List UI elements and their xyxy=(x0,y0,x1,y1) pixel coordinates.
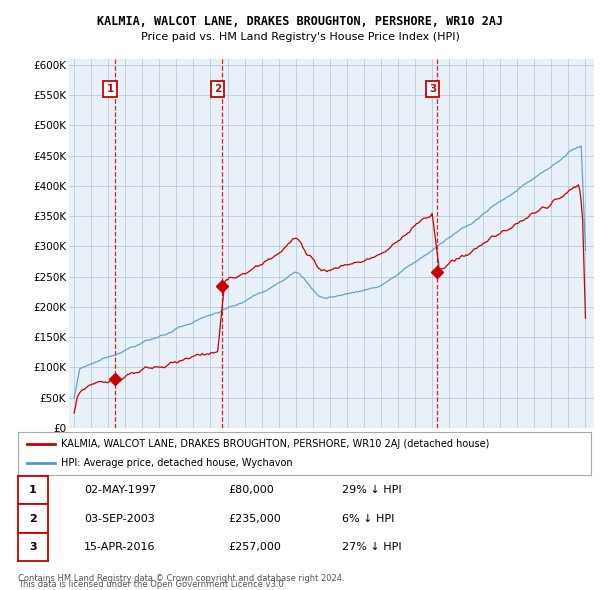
Text: 03-SEP-2003: 03-SEP-2003 xyxy=(84,514,155,523)
Text: 6% ↓ HPI: 6% ↓ HPI xyxy=(342,514,394,523)
Text: 2: 2 xyxy=(214,84,221,94)
Text: £257,000: £257,000 xyxy=(228,542,281,552)
Text: 3: 3 xyxy=(429,84,436,94)
Text: 15-APR-2016: 15-APR-2016 xyxy=(84,542,155,552)
Text: Price paid vs. HM Land Registry's House Price Index (HPI): Price paid vs. HM Land Registry's House … xyxy=(140,32,460,42)
Text: 29% ↓ HPI: 29% ↓ HPI xyxy=(342,486,401,495)
Text: 2: 2 xyxy=(29,514,37,523)
Text: 3: 3 xyxy=(29,542,37,552)
Text: £80,000: £80,000 xyxy=(228,486,274,495)
Text: 1: 1 xyxy=(107,84,114,94)
Text: KALMIA, WALCOT LANE, DRAKES BROUGHTON, PERSHORE, WR10 2AJ (detached house): KALMIA, WALCOT LANE, DRAKES BROUGHTON, P… xyxy=(61,439,490,449)
Text: KALMIA, WALCOT LANE, DRAKES BROUGHTON, PERSHORE, WR10 2AJ: KALMIA, WALCOT LANE, DRAKES BROUGHTON, P… xyxy=(97,15,503,28)
Text: £235,000: £235,000 xyxy=(228,514,281,523)
Text: 02-MAY-1997: 02-MAY-1997 xyxy=(84,486,156,495)
Text: HPI: Average price, detached house, Wychavon: HPI: Average price, detached house, Wych… xyxy=(61,458,293,468)
Text: 27% ↓ HPI: 27% ↓ HPI xyxy=(342,542,401,552)
Text: 1: 1 xyxy=(29,486,37,495)
Text: This data is licensed under the Open Government Licence v3.0.: This data is licensed under the Open Gov… xyxy=(18,581,286,589)
Text: Contains HM Land Registry data © Crown copyright and database right 2024.: Contains HM Land Registry data © Crown c… xyxy=(18,574,344,583)
